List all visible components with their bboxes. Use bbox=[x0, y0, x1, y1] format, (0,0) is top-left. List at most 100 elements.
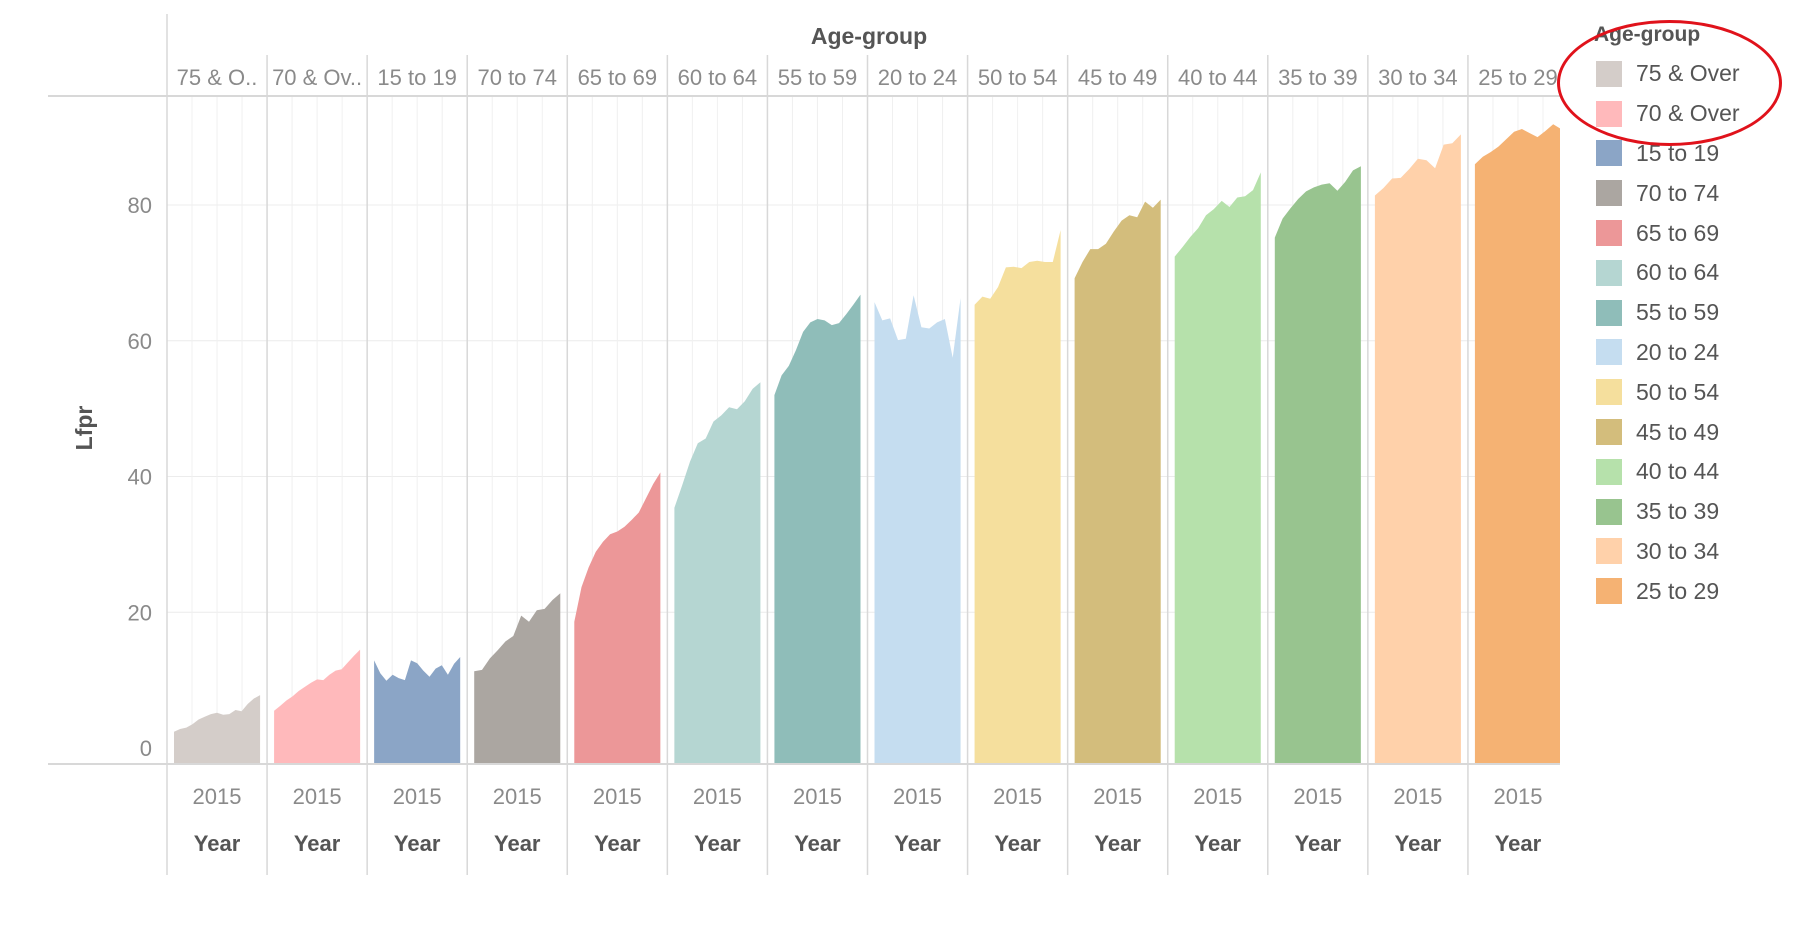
x-axis-label: Year bbox=[394, 831, 441, 856]
x-axis-label: Year bbox=[494, 831, 541, 856]
column-header-label: 35 to 39 bbox=[1278, 65, 1358, 90]
x-axis-label: Year bbox=[1295, 831, 1342, 856]
area-60-to-64 bbox=[674, 382, 761, 764]
legend-item[interactable]: 70 & Over bbox=[1580, 94, 1790, 134]
x-tick-label: 2015 bbox=[1293, 784, 1342, 809]
column-header-label: 30 to 34 bbox=[1378, 65, 1458, 90]
x-axis-label: Year bbox=[1094, 831, 1141, 856]
legend-swatch bbox=[1596, 538, 1622, 565]
area-35-to-39 bbox=[1274, 166, 1361, 765]
legend-label: 25 to 29 bbox=[1636, 577, 1720, 604]
area-20-to-24 bbox=[874, 295, 961, 764]
legend-label: 45 to 49 bbox=[1636, 418, 1720, 445]
legend-item[interactable]: 50 to 54 bbox=[1580, 372, 1790, 412]
column-header-label: 55 to 59 bbox=[778, 65, 858, 90]
legend-item[interactable]: 60 to 64 bbox=[1580, 253, 1790, 293]
legend-item[interactable]: 65 to 69 bbox=[1580, 213, 1790, 253]
area-marks bbox=[174, 124, 1560, 765]
legend-item[interactable]: 45 to 49 bbox=[1580, 412, 1790, 452]
legend-item[interactable]: 25 to 29 bbox=[1580, 571, 1790, 611]
x-tick-label: 2015 bbox=[1493, 784, 1542, 809]
x-axis-label: Year bbox=[794, 831, 841, 856]
legend-label: 60 to 64 bbox=[1636, 259, 1720, 286]
area-45-to-49 bbox=[1074, 199, 1161, 765]
area-70-over bbox=[274, 649, 361, 764]
x-tick-label: 2015 bbox=[293, 784, 342, 809]
x-tick-label: 2015 bbox=[793, 784, 842, 809]
legend-swatch bbox=[1596, 339, 1622, 366]
legend-title: Age-group bbox=[1594, 23, 1701, 46]
y-tick-label: 0 bbox=[140, 736, 152, 761]
legend-label: 30 to 34 bbox=[1636, 537, 1720, 564]
legend-label: 70 & Over bbox=[1636, 100, 1740, 127]
x-axis-label: Year bbox=[894, 831, 941, 856]
legend-label: 55 to 59 bbox=[1636, 299, 1720, 326]
legend-item[interactable]: 30 to 34 bbox=[1580, 532, 1790, 572]
x-tick-label: 2015 bbox=[593, 784, 642, 809]
x-tick-label: 2015 bbox=[1393, 784, 1442, 809]
chart-text: Age-group Lfpr 0 20 40 60 80 75 & O.. 2015 Year… bbox=[71, 23, 1558, 856]
x-tick-label: 2015 bbox=[893, 784, 942, 809]
y-tick-label: 40 bbox=[128, 465, 152, 490]
x-tick-label: 2015 bbox=[193, 784, 242, 809]
panel-dividers bbox=[48, 14, 1560, 875]
legend-swatch bbox=[1596, 578, 1622, 605]
legend-item[interactable]: 40 to 44 bbox=[1580, 452, 1790, 492]
legend-label: 35 to 39 bbox=[1636, 498, 1720, 525]
column-header-label: 50 to 54 bbox=[978, 65, 1058, 90]
column-header-label: 70 to 74 bbox=[477, 65, 557, 90]
legend-item[interactable]: 75 & Over bbox=[1580, 54, 1790, 94]
x-axis-label: Year bbox=[194, 831, 241, 856]
legend-swatch bbox=[1596, 220, 1622, 247]
x-tick-label: 2015 bbox=[1193, 784, 1242, 809]
legend-swatch bbox=[1596, 180, 1622, 207]
y-tick-label: 20 bbox=[128, 600, 152, 625]
column-header-label: 65 to 69 bbox=[578, 65, 658, 90]
x-tick-label: 2015 bbox=[1093, 784, 1142, 809]
legend-swatch bbox=[1596, 458, 1622, 485]
x-axis-label: Year bbox=[594, 831, 641, 856]
legend-swatch bbox=[1596, 60, 1622, 87]
x-axis-label: Year bbox=[994, 831, 1041, 856]
area-75-over bbox=[174, 695, 261, 764]
x-axis-label: Year bbox=[1495, 831, 1542, 856]
x-tick-label: 2015 bbox=[393, 784, 442, 809]
legend-item[interactable]: 20 to 24 bbox=[1580, 333, 1790, 373]
legend-items: 75 & Over 70 & Over 15 to 19 70 to 74 65 to … bbox=[1580, 54, 1790, 611]
legend-swatch bbox=[1596, 498, 1622, 525]
x-tick-label: 2015 bbox=[993, 784, 1042, 809]
area-65-to-69 bbox=[574, 472, 661, 764]
x-axis-label: Year bbox=[694, 831, 741, 856]
column-header-label: 40 to 44 bbox=[1178, 65, 1258, 90]
column-header-label: 20 to 24 bbox=[878, 65, 958, 90]
legend-item[interactable]: 35 to 39 bbox=[1580, 492, 1790, 532]
y-tick-label: 60 bbox=[128, 329, 152, 354]
column-header-label: 60 to 64 bbox=[678, 65, 758, 90]
column-header-title: Age-group bbox=[811, 23, 927, 49]
legend: Age-group 75 & Over 70 & Over 15 to 19 70 t… bbox=[1580, 22, 1790, 611]
y-axis-label: Lfpr bbox=[71, 406, 97, 451]
area-30-to-34 bbox=[1374, 134, 1461, 764]
legend-swatch bbox=[1596, 299, 1622, 326]
legend-label: 15 to 19 bbox=[1636, 139, 1720, 166]
legend-item[interactable]: 15 to 19 bbox=[1580, 134, 1790, 174]
column-header-label: 75 & O.. bbox=[177, 65, 258, 90]
legend-label: 50 to 54 bbox=[1636, 378, 1720, 405]
x-axis-label: Year bbox=[1195, 831, 1242, 856]
legend-swatch bbox=[1596, 259, 1622, 286]
area-15-to-19 bbox=[374, 657, 461, 764]
legend-item[interactable]: 55 to 59 bbox=[1580, 293, 1790, 333]
x-tick-label: 2015 bbox=[493, 784, 542, 809]
column-header-label: 45 to 49 bbox=[1078, 65, 1158, 90]
area-50-to-54 bbox=[974, 230, 1061, 765]
legend-label: 75 & Over bbox=[1636, 60, 1740, 87]
legend-swatch bbox=[1596, 379, 1622, 406]
legend-label: 20 to 24 bbox=[1636, 338, 1720, 365]
x-tick-label: 2015 bbox=[693, 784, 742, 809]
area-55-to-59 bbox=[774, 294, 861, 764]
legend-item[interactable]: 70 to 74 bbox=[1580, 173, 1790, 213]
legend-label: 40 to 44 bbox=[1636, 458, 1720, 485]
column-header-label: 25 to 29 bbox=[1478, 65, 1558, 90]
area-70-to-74 bbox=[474, 593, 561, 764]
y-tick-label: 80 bbox=[128, 193, 152, 218]
